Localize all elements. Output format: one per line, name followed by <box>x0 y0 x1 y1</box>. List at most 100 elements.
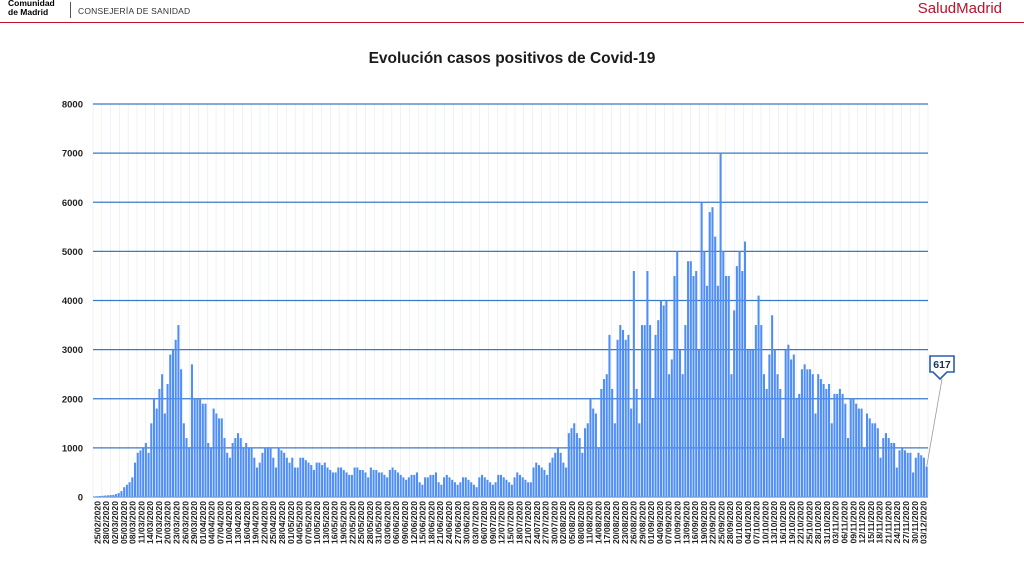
bar <box>665 300 668 497</box>
bar <box>887 438 890 497</box>
bar <box>280 450 283 497</box>
x-tick-label: 19/04/2020 <box>251 501 261 544</box>
x-tick-label: 30/07/2020 <box>549 501 559 544</box>
x-tick-label: 12/06/2020 <box>409 501 419 544</box>
bar <box>779 388 782 497</box>
x-tick-label: 01/04/2020 <box>198 501 208 544</box>
x-tick-label: 27/11/2020 <box>901 501 911 544</box>
bar <box>914 457 917 497</box>
x-tick-label: 16/09/2020 <box>690 501 700 544</box>
bar <box>754 325 757 497</box>
bar <box>315 462 318 497</box>
bar <box>475 487 478 497</box>
bar <box>733 310 736 497</box>
bar <box>776 374 779 497</box>
bar <box>307 462 310 497</box>
x-tick-label: 22/04/2020 <box>259 501 269 544</box>
bar <box>448 477 451 497</box>
bar <box>714 236 717 497</box>
bar <box>570 428 573 497</box>
bar <box>342 469 345 497</box>
x-tick-label: 18/06/2020 <box>426 501 436 544</box>
bar <box>364 472 367 497</box>
bar <box>822 384 825 497</box>
bar <box>865 413 869 497</box>
bar <box>849 398 852 497</box>
bar <box>681 374 684 497</box>
bar <box>125 484 128 497</box>
bar <box>727 275 730 497</box>
bar <box>616 339 619 497</box>
x-tick-label: 02/08/2020 <box>558 501 568 544</box>
x-tick-label: 07/05/2020 <box>303 501 313 544</box>
bar <box>893 442 896 497</box>
bar <box>741 271 744 497</box>
bar <box>724 275 728 497</box>
bar <box>638 423 641 497</box>
bar <box>857 408 860 497</box>
bar <box>684 325 687 497</box>
bar <box>255 467 259 497</box>
bar <box>640 325 644 497</box>
bar <box>722 251 725 497</box>
x-tick-label: 10/05/2020 <box>312 501 322 544</box>
y-tick-label: 1000 <box>62 443 83 454</box>
bar <box>231 442 234 497</box>
bar <box>318 462 321 497</box>
bar <box>830 423 833 497</box>
bar <box>481 474 484 497</box>
x-tick-label: 30/11/2020 <box>910 501 920 544</box>
x-tick-label: 22/10/2020 <box>796 501 806 544</box>
bar <box>876 428 879 497</box>
bar <box>394 469 397 497</box>
bar <box>261 452 264 497</box>
bar <box>161 374 164 497</box>
bar <box>757 295 760 497</box>
x-tick-label: 28/04/2020 <box>277 501 287 544</box>
bar <box>838 388 841 497</box>
bar <box>643 325 646 497</box>
x-tick-label: 22/05/2020 <box>347 501 357 544</box>
x-tick-label: 08/03/2020 <box>128 501 138 544</box>
bar <box>906 452 909 497</box>
bar <box>459 482 462 497</box>
bar <box>795 398 798 497</box>
bar <box>749 349 752 497</box>
bar <box>264 447 267 497</box>
header-divider <box>70 2 71 18</box>
bar <box>819 379 822 497</box>
x-tick-label: 25/02/2020 <box>92 501 102 544</box>
bar <box>814 413 817 497</box>
bar <box>139 450 142 497</box>
bar <box>687 261 690 497</box>
x-tick-label: 21/06/2020 <box>435 501 445 544</box>
bar <box>762 374 766 497</box>
x-tick-label: 24/06/2020 <box>444 501 454 544</box>
bar <box>323 462 326 497</box>
bar <box>654 334 657 497</box>
bar <box>809 369 812 497</box>
callout-label: 617 <box>933 359 951 371</box>
bar <box>182 423 185 497</box>
x-tick-label: 14/03/2020 <box>145 501 155 544</box>
bar <box>548 462 551 497</box>
x-tick-label: 13/05/2020 <box>321 501 331 544</box>
bar <box>524 479 527 497</box>
x-tick-label: 12/07/2020 <box>497 501 507 544</box>
bar <box>828 384 831 497</box>
y-tick-label: 0 <box>78 493 83 504</box>
x-tick-label: 13/04/2020 <box>233 501 243 544</box>
x-tick-label: 25/04/2020 <box>268 501 278 544</box>
bar <box>486 479 489 497</box>
x-tick-label: 27/07/2020 <box>541 501 551 544</box>
bar <box>201 403 204 497</box>
bar <box>521 477 524 497</box>
x-tick-label: 03/07/2020 <box>470 501 480 544</box>
bar <box>518 474 522 497</box>
bar <box>836 393 839 497</box>
x-tick-label: 03/12/2020 <box>919 501 929 544</box>
bar <box>600 388 603 497</box>
bar <box>215 413 218 497</box>
org-line-2: de Madrid <box>8 7 49 17</box>
